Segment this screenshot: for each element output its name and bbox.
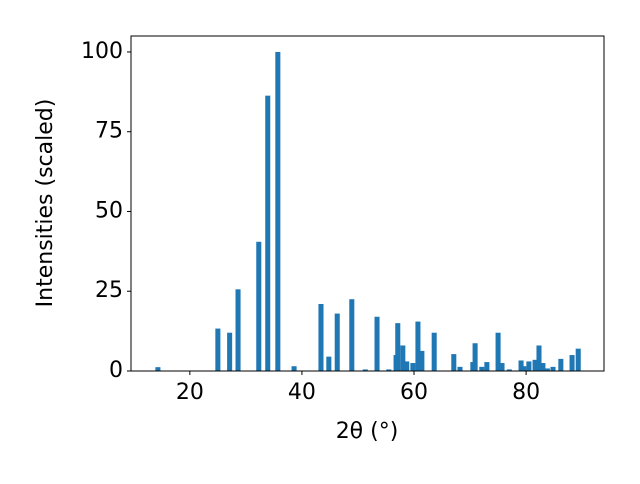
bar — [395, 323, 401, 371]
bar — [326, 356, 332, 371]
bar — [479, 366, 485, 371]
bar — [227, 332, 233, 371]
bar — [558, 358, 564, 371]
bar — [518, 360, 524, 371]
bar — [349, 299, 355, 371]
bar — [400, 345, 406, 371]
bar — [472, 343, 478, 371]
bar — [404, 361, 410, 371]
bar — [540, 363, 546, 371]
y-tick-label: 75 — [95, 119, 123, 144]
x-axis-label: 2θ (°) — [336, 419, 399, 444]
bar — [318, 304, 324, 371]
y-tick-label: 100 — [81, 39, 123, 64]
bar — [291, 366, 297, 371]
bar — [275, 51, 281, 371]
y-tick-label: 0 — [109, 358, 123, 383]
bar — [431, 332, 437, 371]
bar — [499, 363, 505, 371]
plot-frame — [130, 35, 605, 372]
bar — [374, 316, 380, 371]
bar — [536, 345, 542, 371]
bar — [235, 289, 241, 371]
x-tick-label: 40 — [288, 380, 316, 405]
bar — [544, 368, 550, 371]
bar — [521, 366, 527, 371]
x-tick-label: 60 — [400, 380, 428, 405]
bar — [265, 95, 271, 372]
bar — [155, 367, 161, 371]
bar — [457, 366, 463, 371]
y-axis-label: Intensities (scaled) — [33, 99, 58, 308]
bar — [526, 361, 532, 371]
bar — [451, 354, 457, 371]
bar — [256, 241, 262, 371]
bar — [410, 363, 416, 371]
y-tick-label: 50 — [95, 198, 123, 223]
x-tick-label: 20 — [176, 380, 204, 405]
bar — [419, 350, 425, 371]
bar — [484, 362, 490, 371]
bar — [386, 369, 392, 371]
bar — [550, 366, 556, 371]
bar — [215, 328, 221, 371]
bar — [334, 313, 340, 371]
bar — [506, 369, 512, 371]
bar — [415, 321, 421, 371]
bar — [362, 369, 368, 371]
bar — [569, 355, 575, 371]
x-tick-label: 80 — [512, 380, 540, 405]
y-tick-label: 25 — [95, 278, 123, 303]
bar — [532, 359, 538, 371]
bar — [495, 332, 501, 371]
bar — [575, 348, 581, 371]
